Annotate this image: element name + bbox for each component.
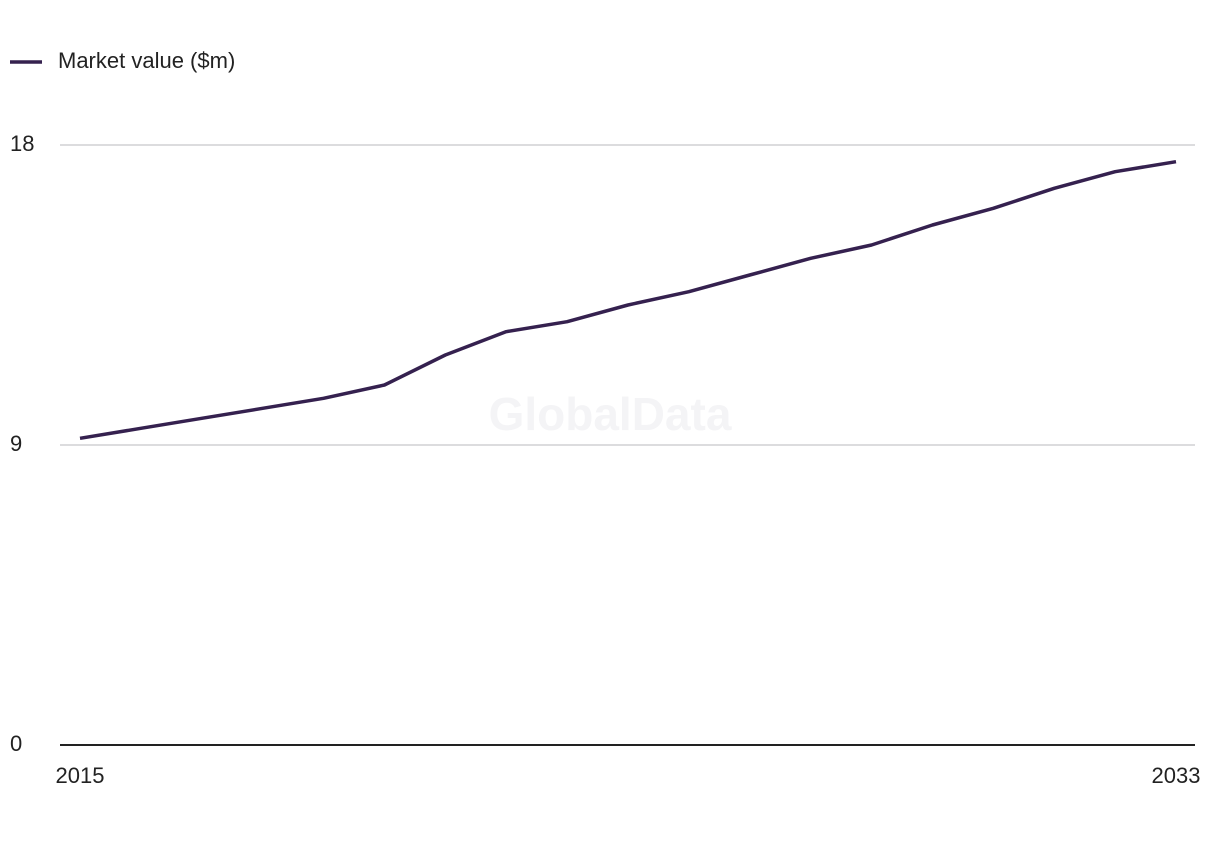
y-tick-label: 0	[10, 731, 22, 756]
y-tick-label: 9	[10, 431, 22, 456]
x-tick-label: 2015	[56, 763, 105, 788]
legend-label: Market value ($m)	[58, 48, 235, 73]
x-tick-label: 2033	[1152, 763, 1201, 788]
y-tick-label: 18	[10, 131, 34, 156]
watermark: GlobalData	[489, 388, 732, 440]
line	[79, 159, 1177, 441]
